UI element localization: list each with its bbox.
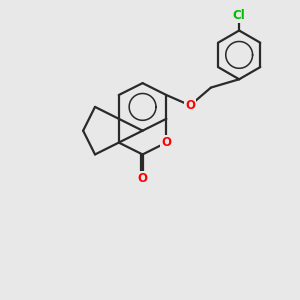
Text: O: O — [138, 172, 148, 185]
Text: O: O — [161, 136, 171, 149]
Text: O: O — [185, 99, 195, 112]
Text: Cl: Cl — [233, 9, 245, 22]
